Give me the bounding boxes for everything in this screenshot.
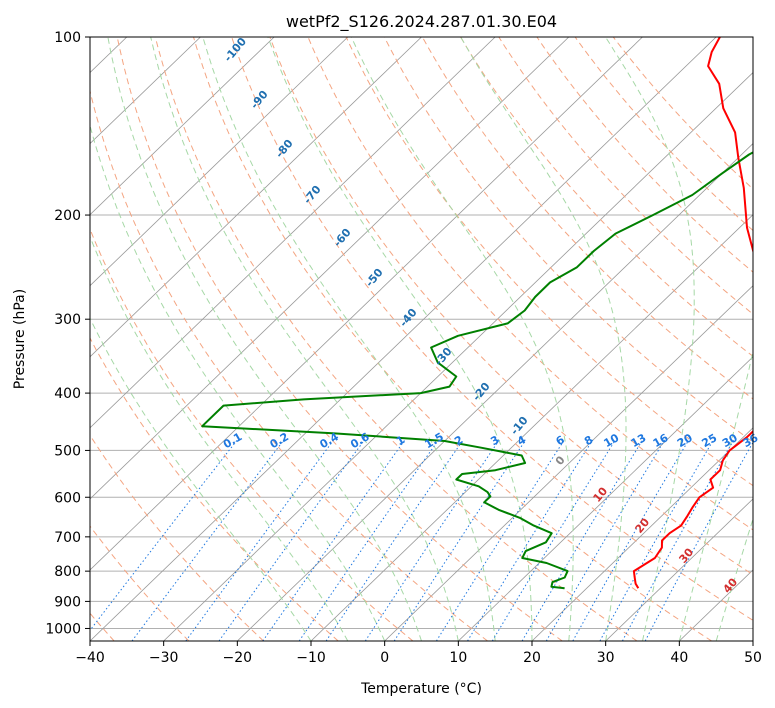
mixing-ratio-line xyxy=(572,439,690,641)
dewpoint-profile-line xyxy=(201,151,753,590)
mixing-ratio-line xyxy=(393,439,527,641)
x-tick-label: 30 xyxy=(597,650,615,666)
moist-adiabat-line xyxy=(202,37,496,641)
isotherm-line xyxy=(90,37,643,571)
y-tick-label: 600 xyxy=(54,490,81,506)
moist-adiabat-line xyxy=(90,123,386,641)
dry-adiabat-line xyxy=(383,37,753,443)
y-tick-label: 800 xyxy=(54,564,81,580)
mixing-ratio-line xyxy=(467,439,594,641)
isotherm-line xyxy=(384,285,753,641)
plot-frame xyxy=(89,36,754,642)
y-tick-label: 100 xyxy=(54,30,81,46)
dry-adiabat-line xyxy=(345,37,753,487)
dry-adiabat-line xyxy=(116,37,563,641)
isotherm-line xyxy=(90,37,717,641)
dry-adiabat-line xyxy=(193,37,712,641)
dry-adiabat-line xyxy=(612,37,753,190)
isotherm-line xyxy=(90,37,349,287)
dry-adiabat-line xyxy=(269,37,753,576)
moist-adiabat-line xyxy=(107,37,422,641)
dry-adiabat-line xyxy=(460,37,753,357)
y-tick-label: 900 xyxy=(54,594,81,610)
dry-adiabat-line xyxy=(90,88,488,641)
mixing-ratio-line xyxy=(298,439,439,641)
x-tick-label: −10 xyxy=(296,650,326,666)
isotherm-line xyxy=(90,37,201,145)
mixing-ratio-line xyxy=(545,439,666,641)
dry-adiabat-line xyxy=(574,37,753,232)
y-tick-label: 700 xyxy=(54,530,81,546)
y-axis-title: Pressure (hPa) xyxy=(12,289,28,389)
isotherm-line xyxy=(237,143,753,641)
dry-adiabat-line xyxy=(90,227,414,641)
x-tick-label: −20 xyxy=(223,650,253,666)
x-tick-label: 50 xyxy=(744,650,762,666)
dry-adiabat-line xyxy=(231,37,753,621)
mixing-ratio-line xyxy=(599,439,714,641)
moist-adiabat-line xyxy=(350,37,574,641)
x-tick-label: 0 xyxy=(380,650,389,666)
moist-adiabat-line xyxy=(715,517,753,641)
isotherm-line xyxy=(90,37,570,500)
moist-adiabat-line xyxy=(267,37,533,641)
moist-adiabat-line xyxy=(90,317,312,641)
isotherm-line xyxy=(531,427,753,641)
mixing-ratio-line xyxy=(364,439,500,641)
y-tick-label: 300 xyxy=(54,312,81,328)
mixing-ratio-line xyxy=(262,439,406,641)
dry-adiabat-line xyxy=(307,37,753,531)
mixing-ratio-line xyxy=(521,439,644,641)
mixing-ratio-line xyxy=(185,439,335,641)
plot-area-background xyxy=(90,37,753,641)
dry-adiabat-line xyxy=(498,37,753,315)
y-tick-label: 500 xyxy=(54,443,81,459)
mixing-ratio-line xyxy=(325,439,464,641)
dry-adiabat-line xyxy=(90,525,190,641)
x-tick-label: −30 xyxy=(149,650,179,666)
y-tick-label: 400 xyxy=(54,386,81,402)
isotherm-line xyxy=(605,498,753,641)
x-tick-label: 20 xyxy=(523,650,541,666)
temperature-profile-line xyxy=(632,37,753,589)
isotherm-line xyxy=(163,71,753,641)
dry-adiabat-line xyxy=(154,37,638,641)
mixing-ratio-line xyxy=(435,439,565,641)
y-tick-label: 200 xyxy=(54,208,81,224)
moist-adiabat-line xyxy=(90,235,349,641)
mixing-ratio-line xyxy=(491,439,616,641)
mixing-ratio-line xyxy=(621,439,735,641)
x-tick-label: 10 xyxy=(449,650,467,666)
x-tick-label: −40 xyxy=(75,650,105,666)
moist-adiabat-line xyxy=(678,349,753,641)
y-tick-label: 1000 xyxy=(45,621,81,637)
isotherm-line xyxy=(90,37,275,216)
isotherm-line xyxy=(90,37,422,358)
x-axis-title: Temperature (°C) xyxy=(360,681,482,697)
isotherm-line xyxy=(458,356,753,641)
x-tick-label: 40 xyxy=(670,650,688,666)
moist-adiabat-line xyxy=(460,37,627,641)
isotherm-line xyxy=(752,640,753,641)
dry-adiabat-line xyxy=(421,37,753,400)
chart-title: wetPf2_S126.2024.287.01.30.E04 xyxy=(286,12,557,32)
